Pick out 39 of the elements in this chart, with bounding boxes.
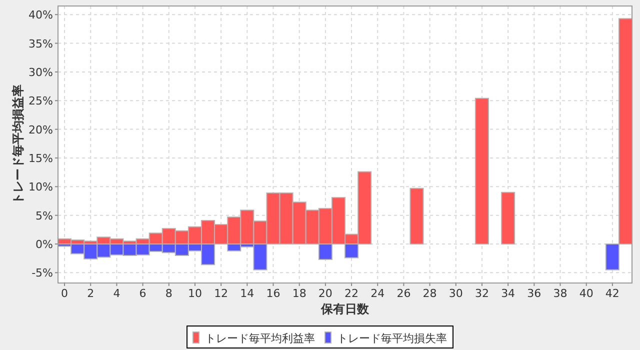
bar bbox=[474, 98, 489, 244]
x-tick-label: 28 bbox=[422, 287, 437, 300]
x-tick-label: 16 bbox=[266, 287, 280, 300]
legend-label: トレード毎平均損失率 bbox=[337, 332, 447, 345]
y-tick-label: 20% bbox=[28, 123, 53, 136]
x-axis-title: 保有日数 bbox=[320, 302, 370, 316]
bar bbox=[410, 188, 424, 244]
x-tick-label: 8 bbox=[165, 287, 172, 300]
x-tick-label: 36 bbox=[527, 287, 542, 300]
y-tick-label: 5% bbox=[36, 209, 53, 222]
x-tick-label: 32 bbox=[474, 287, 489, 300]
x-tick-label: 6 bbox=[139, 287, 146, 300]
x-tick-label: 4 bbox=[113, 287, 120, 300]
x-tick-label: 30 bbox=[448, 287, 463, 300]
x-tick-label: 18 bbox=[292, 287, 306, 300]
x-tick-label: 24 bbox=[370, 287, 385, 300]
y-tick-label: 35% bbox=[28, 37, 53, 50]
y-tick-label: 0% bbox=[36, 238, 53, 251]
y-axis-title: トレード毎平均損益率 bbox=[11, 84, 25, 204]
x-tick-label: 34 bbox=[501, 287, 516, 300]
x-tick-label: 20 bbox=[318, 287, 332, 300]
y-tick-label: 30% bbox=[28, 66, 53, 79]
x-tick-label: 14 bbox=[240, 287, 254, 300]
bar bbox=[501, 192, 516, 244]
x-tick-label: 26 bbox=[396, 287, 411, 300]
legend-label: トレード毎平均利益率 bbox=[205, 332, 315, 345]
x-tick-label: 22 bbox=[344, 287, 359, 300]
x-tick-label: 0 bbox=[61, 287, 68, 300]
y-tick-label: -5% bbox=[32, 266, 53, 280]
y-tick-label: 15% bbox=[28, 152, 53, 165]
x-tick-label: 40 bbox=[579, 287, 594, 300]
x-tick-label: 38 bbox=[553, 287, 568, 300]
y-tick-label: 40% bbox=[28, 8, 53, 22]
x-tick-label: 10 bbox=[188, 287, 202, 300]
y-tick-label: 25% bbox=[28, 94, 53, 108]
y-tick-label: 10% bbox=[28, 180, 53, 194]
x-tick-label: 2 bbox=[87, 287, 94, 300]
x-tick-label: 12 bbox=[214, 287, 228, 300]
x-tick-label: 42 bbox=[605, 287, 620, 300]
